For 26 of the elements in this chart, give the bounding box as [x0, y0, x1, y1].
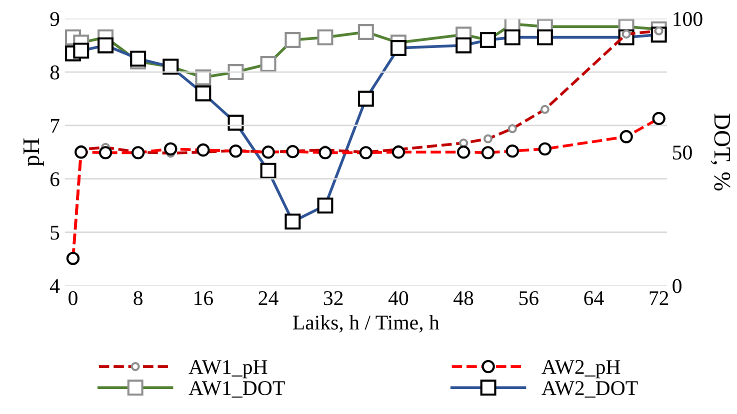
legend-label: AW1_DOT — [188, 381, 285, 398]
y2-axis-title: DOT, % — [710, 114, 730, 190]
x-tick-label: 40 — [388, 291, 408, 306]
y-tick-label: 7 — [50, 119, 60, 133]
y-axis-title: pH — [24, 138, 44, 166]
y2-tick-label: 0 — [672, 279, 682, 294]
x-tick-label: 24 — [258, 291, 278, 305]
x-tick-label: 48 — [454, 291, 474, 306]
y-tick-label: 8 — [50, 65, 60, 80]
y-tick-label: 4 — [50, 279, 60, 293]
x-tick-label: 72 — [650, 291, 668, 305]
x-tick-label: 0 — [68, 291, 78, 306]
x-tick-label: 16 — [194, 291, 213, 306]
legend-label: AW1_pH — [188, 360, 268, 378]
x-axis-title: Laiks, h / Time, h — [293, 314, 440, 333]
legend-label: AW2_DOT — [542, 381, 638, 398]
y2-tick-label: 100 — [674, 12, 702, 26]
x-tick-label: 8 — [134, 291, 142, 306]
y-tick-label: 6 — [50, 172, 60, 186]
x-tick-label: 56 — [519, 291, 538, 306]
x-tick-label: 64 — [584, 291, 604, 306]
legend-label: AW2_pH — [542, 360, 620, 378]
x-tick-label: 32 — [324, 291, 343, 306]
y-tick-label: 9 — [50, 12, 60, 26]
y2-tick-label: 50 — [673, 146, 692, 160]
y-tick-label: 5 — [50, 226, 60, 240]
